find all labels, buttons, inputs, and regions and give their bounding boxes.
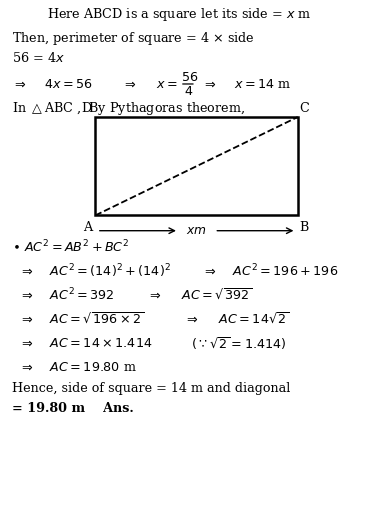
Text: B: B bbox=[299, 221, 309, 234]
Text: $x = 14$ m: $x = 14$ m bbox=[234, 78, 291, 91]
Text: $AC^2 = 392$: $AC^2 = 392$ bbox=[49, 287, 115, 303]
Text: $AC = 14\sqrt{2}$: $AC = 14\sqrt{2}$ bbox=[218, 312, 289, 327]
Text: Then, perimeter of square = 4 $\times$ side: Then, perimeter of square = 4 $\times$ s… bbox=[12, 30, 255, 47]
Text: $4$: $4$ bbox=[184, 85, 193, 98]
Text: $\Rightarrow$: $\Rightarrow$ bbox=[184, 313, 199, 326]
Bar bbox=[96, 117, 298, 215]
Text: 56 = 4$x$: 56 = 4$x$ bbox=[12, 51, 65, 65]
Text: Here ABCD is a square let its side = $x$ m: Here ABCD is a square let its side = $x$… bbox=[47, 6, 311, 23]
Text: $AC^2 = 196 + 196$: $AC^2 = 196 + 196$ bbox=[232, 263, 338, 280]
Text: = 19.80 m    Ans.: = 19.80 m Ans. bbox=[12, 402, 134, 415]
Text: A: A bbox=[83, 221, 92, 234]
Text: $\Rightarrow$: $\Rightarrow$ bbox=[19, 361, 34, 374]
Text: $\Rightarrow$: $\Rightarrow$ bbox=[147, 289, 161, 302]
Text: $(\because \sqrt{2} = 1.414)$: $(\because \sqrt{2} = 1.414)$ bbox=[191, 335, 287, 352]
Text: $AC = 14 \times 1.414$: $AC = 14 \times 1.414$ bbox=[49, 337, 153, 350]
Text: $\Rightarrow$: $\Rightarrow$ bbox=[12, 78, 27, 91]
Text: $AC = \sqrt{196 \times 2}$: $AC = \sqrt{196 \times 2}$ bbox=[49, 312, 145, 327]
Text: $x =$: $x =$ bbox=[156, 78, 177, 91]
Text: $56$: $56$ bbox=[181, 72, 198, 84]
Text: Hence, side of square = 14 m and diagonal: Hence, side of square = 14 m and diagona… bbox=[12, 382, 291, 395]
Text: $AC = \sqrt{392}$: $AC = \sqrt{392}$ bbox=[181, 288, 252, 303]
Text: $4x = 56$: $4x = 56$ bbox=[44, 78, 93, 91]
Text: $\bullet$ $AC^2 = AB^2 + BC^2$: $\bullet$ $AC^2 = AB^2 + BC^2$ bbox=[12, 239, 130, 255]
Text: $xm$: $xm$ bbox=[186, 224, 207, 237]
Text: In $\triangle$ABC ,  By Pythagoras theorem,: In $\triangle$ABC , By Pythagoras theore… bbox=[12, 100, 245, 117]
Text: $\Rightarrow$: $\Rightarrow$ bbox=[122, 78, 137, 91]
Text: $AC = 19.80$ m: $AC = 19.80$ m bbox=[49, 361, 137, 374]
Text: $AC^2 = (14)^2 + (14)^2$: $AC^2 = (14)^2 + (14)^2$ bbox=[49, 262, 171, 280]
Text: $\Rightarrow$: $\Rightarrow$ bbox=[19, 265, 34, 278]
Text: $\Rightarrow$: $\Rightarrow$ bbox=[19, 337, 34, 350]
Text: C: C bbox=[299, 101, 309, 114]
Text: $\Rightarrow$: $\Rightarrow$ bbox=[202, 265, 216, 278]
Text: $\Rightarrow$: $\Rightarrow$ bbox=[202, 78, 216, 91]
Text: $\Rightarrow$: $\Rightarrow$ bbox=[19, 313, 34, 326]
Text: D: D bbox=[82, 101, 92, 114]
Text: $\Rightarrow$: $\Rightarrow$ bbox=[19, 289, 34, 302]
